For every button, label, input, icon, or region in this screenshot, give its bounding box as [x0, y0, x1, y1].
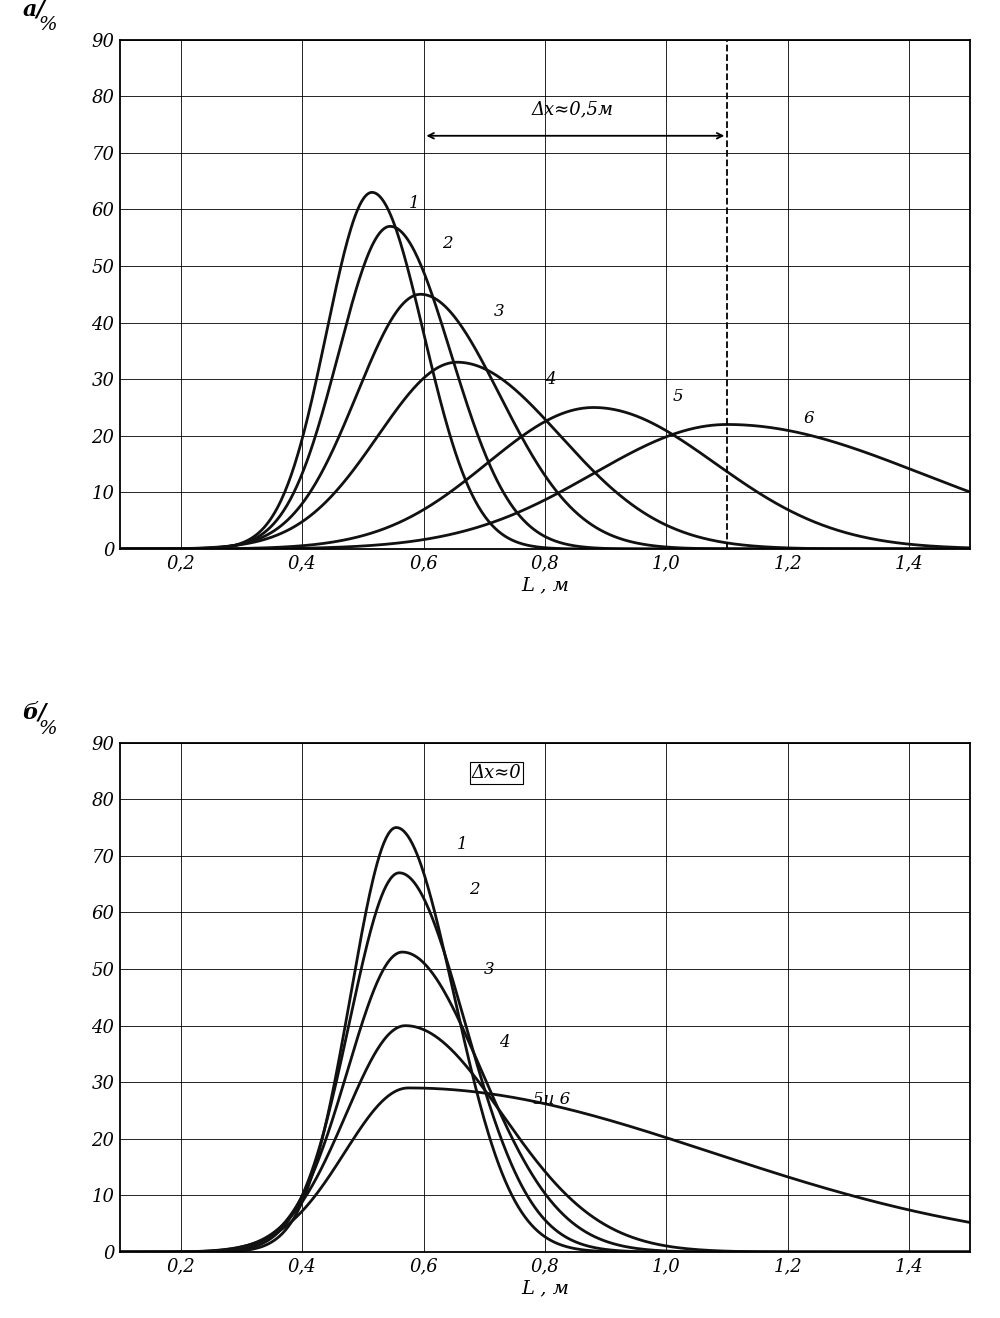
Text: 5: 5	[672, 387, 683, 405]
Text: %: %	[38, 720, 57, 738]
Text: 3: 3	[484, 961, 495, 978]
Text: 4: 4	[499, 1035, 510, 1052]
Text: б/: б/	[22, 702, 46, 724]
X-axis label: L , м: L , м	[521, 577, 569, 594]
Text: %: %	[38, 16, 57, 34]
Text: Δx≈0: Δx≈0	[472, 764, 521, 783]
Text: 1: 1	[408, 195, 419, 212]
Text: 2: 2	[442, 235, 452, 252]
Text: Δx≈0,5м: Δx≈0,5м	[531, 100, 613, 119]
Text: 6: 6	[803, 410, 814, 427]
Text: 2: 2	[469, 882, 480, 899]
Text: а/: а/	[22, 0, 45, 21]
Text: 1: 1	[457, 836, 468, 853]
X-axis label: L , м: L , м	[521, 1280, 569, 1298]
Text: 4: 4	[545, 370, 556, 387]
Text: 3: 3	[493, 303, 504, 320]
Text: 5и 6: 5и 6	[533, 1091, 570, 1107]
